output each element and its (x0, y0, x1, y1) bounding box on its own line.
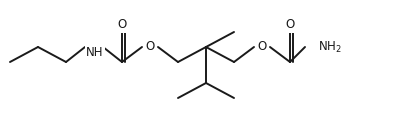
Text: O: O (257, 40, 266, 53)
Text: O: O (285, 18, 295, 31)
Text: NH: NH (86, 46, 104, 59)
Text: O: O (145, 40, 155, 53)
Text: O: O (118, 18, 126, 31)
Text: NH$_2$: NH$_2$ (318, 39, 342, 55)
